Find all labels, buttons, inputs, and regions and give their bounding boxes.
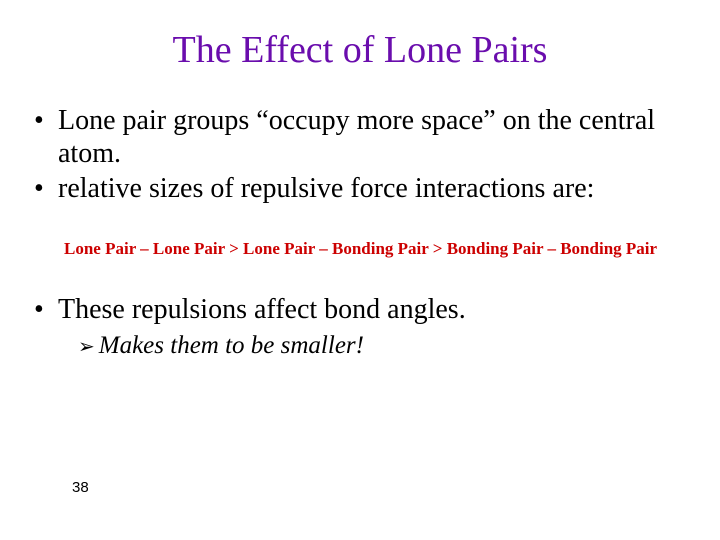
slide-title: The Effect of Lone Pairs	[20, 28, 700, 72]
arrow-icon: ➢	[78, 336, 95, 358]
slide-container: The Effect of Lone Pairs Lone pair group…	[0, 0, 720, 380]
repulsion-order: Lone Pair – Lone Pair > Lone Pair – Bond…	[64, 239, 700, 259]
bullet-text: Lone pair groups “occupy more space” on …	[58, 105, 655, 169]
bullet-text: relative sizes of repulsive force intera…	[58, 173, 594, 204]
page-number: 38	[72, 479, 89, 496]
bullet-text: These repulsions affect bond angles.	[58, 294, 466, 325]
bullet-item: Lone pair groups “occupy more space” on …	[34, 104, 700, 170]
bullet-item: relative sizes of repulsive force intera…	[34, 172, 700, 205]
bullet-item: These repulsions affect bond angles.	[34, 293, 700, 326]
sub-bullet-text: Makes them to be smaller!	[99, 332, 364, 359]
bullet-list-2: These repulsions affect bond angles.	[20, 293, 700, 326]
bullet-list: Lone pair groups “occupy more space” on …	[20, 104, 700, 205]
sub-bullet: ➢Makes them to be smaller!	[78, 332, 700, 360]
